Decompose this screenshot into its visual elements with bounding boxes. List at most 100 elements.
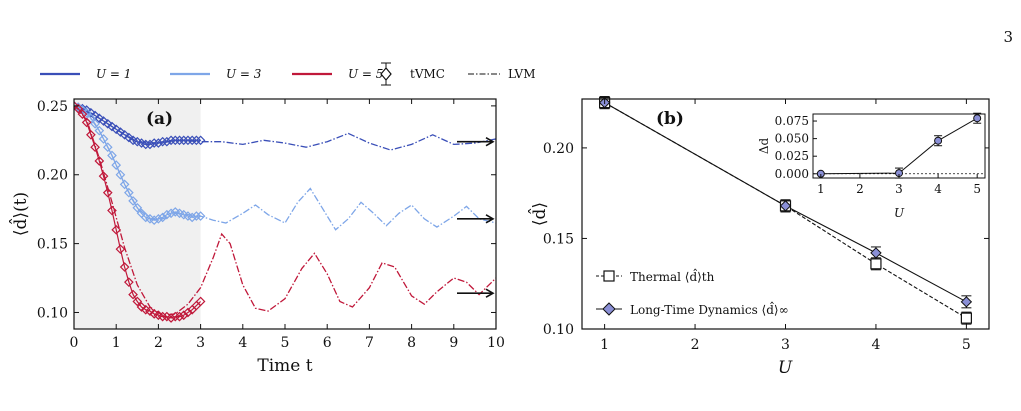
tvmc-line-series-1 (74, 105, 201, 221)
tvmc-point (107, 205, 117, 216)
tvmc-point (166, 313, 176, 323)
tvmc-point (191, 135, 202, 146)
tvmc-point (119, 179, 130, 190)
tvmc-point (166, 208, 176, 219)
inset-y-tick-label: 0.050 (775, 132, 809, 146)
tvmc-point (157, 311, 168, 322)
panel-b-line-series-1 (604, 102, 967, 303)
tvmc-point (111, 160, 122, 170)
panel-b: 1 2 3 4 5 0.10 0.15 0.20 (b) U ⟨d̂⟩ Thermal ⟨d… (528, 96, 990, 378)
tvmc-point (178, 135, 189, 146)
x-tick-label: 8 (407, 335, 416, 351)
thermal-point (870, 258, 882, 270)
x-tick-label: 0 (70, 335, 79, 351)
x-tick-label: 7 (365, 335, 374, 351)
long-time-arrowhead (485, 137, 495, 147)
inset-x-tick-label: 2 (856, 182, 864, 196)
tvmc-point (90, 118, 100, 129)
inset-ylabel: Δd (757, 138, 771, 155)
x-tick-label: 6 (323, 335, 332, 351)
inset-chart: 1 2 3 4 5 0.000 0.025 0.050 0.075 U Δd (757, 112, 986, 220)
legend-marker-tvmc (380, 62, 392, 86)
tvmc-point (195, 296, 206, 307)
tvmc-point (77, 109, 88, 119)
panel-b-xlabel: U (778, 358, 793, 378)
x-tick-label: 2 (154, 335, 163, 351)
x-tick-label: 9 (449, 335, 458, 351)
inset-x-tick-label: 4 (934, 182, 942, 196)
tvmc-point (145, 306, 155, 316)
tvmc-point (111, 124, 122, 135)
panel-b-legend: Thermal ⟨d̂⟩th Long-Time Dynamics ⟨d̂⟩∞ (596, 267, 789, 317)
tvmc-point (153, 138, 164, 148)
tvmc-point (149, 138, 160, 148)
tvmc-point (149, 215, 160, 226)
panel-a-label: (a) (146, 109, 173, 129)
tvmc-point (178, 310, 189, 321)
x-tick-label: 10 (487, 335, 505, 351)
lvm-line-series-1 (74, 105, 496, 231)
tvmc-point (161, 209, 172, 220)
tvmc-point (153, 213, 164, 224)
inset-x-tick-label: 1 (817, 182, 825, 196)
legend-label-thermal: Thermal ⟨d̂⟩th (630, 267, 715, 284)
x-tick-label: 1 (112, 335, 121, 351)
page-number: 3 (1003, 28, 1013, 46)
tvmc-point (170, 311, 181, 322)
tvmc-point (161, 136, 172, 147)
inset-y-tick-label: 0.075 (775, 114, 809, 128)
legend-label-longtime: Long-Time Dynamics ⟨d̂⟩∞ (630, 300, 789, 317)
tvmc-point (119, 129, 130, 140)
inset-frame (812, 113, 986, 179)
x-tick-label: 3 (781, 337, 790, 353)
tvmc-point (111, 224, 122, 235)
tvmc-point (195, 211, 206, 221)
tvmc-point (157, 212, 168, 223)
tvmc-point (94, 156, 105, 166)
tvmc-point (94, 125, 105, 136)
tvmc-point (98, 116, 109, 126)
tvmc-point (98, 171, 109, 181)
x-tick-label: 4 (871, 337, 880, 353)
tvmc-point (145, 139, 155, 150)
panel-a: 0 1 2 3 4 5 6 7 8 9 10 0.10 0.15 0.20 0.25 (a) Time t… (9, 98, 505, 376)
tvmc-point (102, 118, 113, 129)
y-tick-label: 0.10 (37, 305, 68, 321)
tvmc-point (132, 296, 143, 307)
long-time-point (870, 247, 882, 259)
tvmc-point (187, 135, 198, 146)
tvmc-point (102, 142, 113, 153)
panel-a-ylabel: ⟨d̂⟩(t) (9, 192, 31, 236)
legend-label-u3: U = 3 (226, 67, 262, 81)
tvmc-point (86, 129, 96, 140)
long-time-arrowhead (485, 288, 495, 298)
x-tick-label: 2 (691, 337, 700, 353)
tvmc-point (102, 187, 113, 198)
tvmc-point (115, 244, 126, 254)
long-time-point (779, 200, 792, 212)
tvmc-point (157, 136, 168, 147)
tvmc-point (166, 135, 176, 146)
x-tick-label: 5 (962, 337, 971, 353)
tvmc-point (174, 135, 185, 146)
inset-point (934, 136, 943, 145)
tvmc-point (98, 134, 109, 144)
legend-label-lvm: LVM (508, 67, 536, 81)
tvmc-point (81, 117, 92, 128)
tvmc-point (132, 202, 143, 213)
tvmc-point (86, 107, 96, 118)
x-tick-label: 3 (196, 335, 205, 351)
inset-y-tick-label: 0.000 (775, 167, 809, 181)
x-tick-label: 1 (600, 337, 609, 353)
tvmc-point (191, 211, 202, 221)
inset-x-tick-label: 3 (895, 182, 903, 196)
tvmc-point (90, 142, 100, 153)
tvmc-point (124, 277, 134, 288)
inset-x-tick-label: 5 (973, 182, 981, 196)
tvmc-point (115, 127, 126, 137)
long-time-point (960, 296, 973, 308)
legend-label-u1: U = 1 (96, 67, 131, 81)
tvmc-point (74, 101, 79, 111)
y-tick-label: 0.15 (543, 231, 574, 247)
